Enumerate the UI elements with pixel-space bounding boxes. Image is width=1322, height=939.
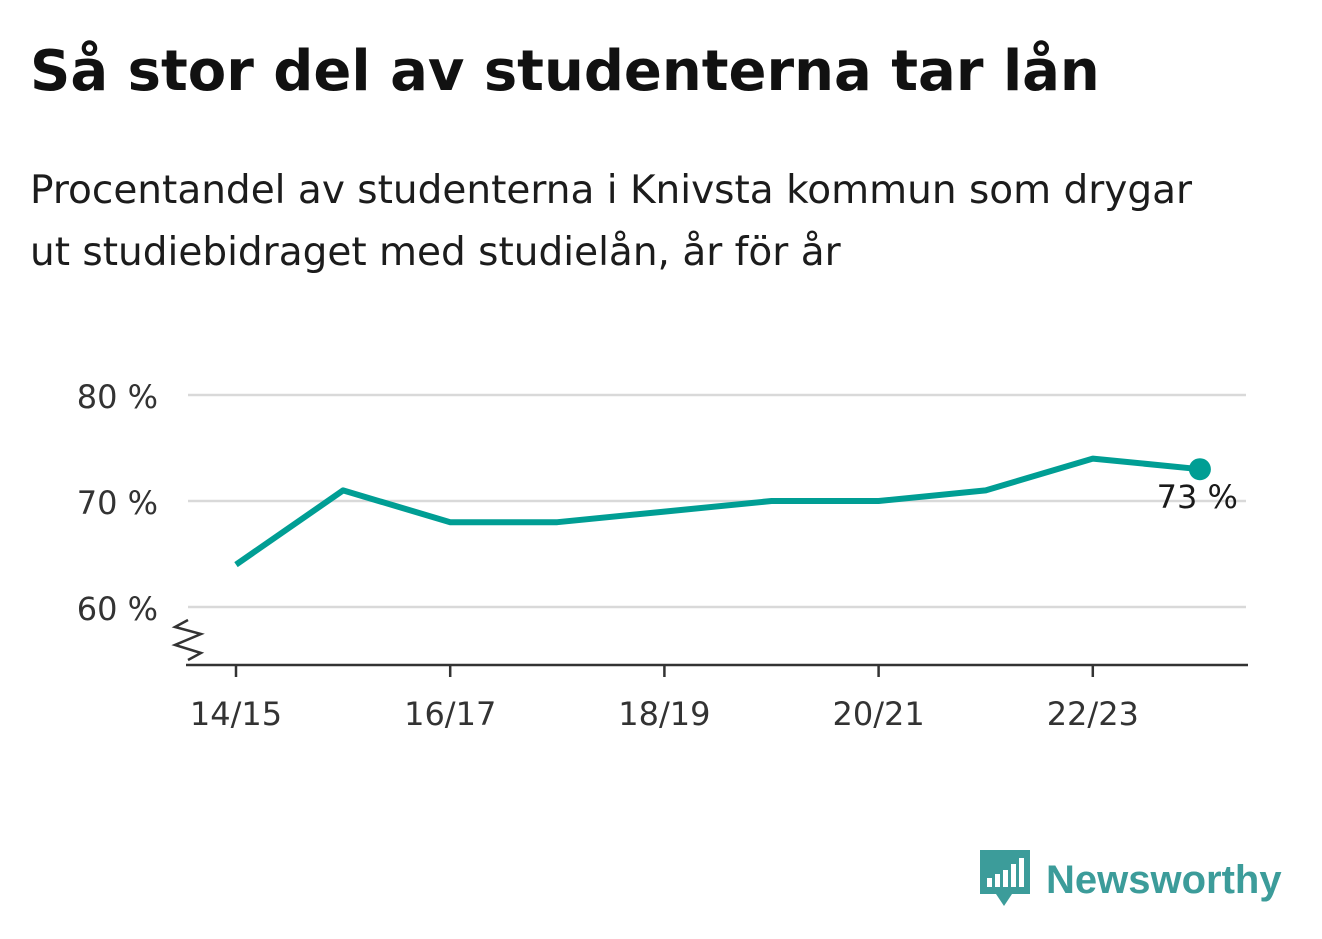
bar-chart-speech-bubble-icon [980, 850, 1030, 906]
y-tick-label: 80 % [77, 378, 158, 416]
brand-name: Newsworthy [1046, 857, 1282, 902]
chart-subtitle: Procentandel av studenterna i Knivsta ko… [30, 168, 1193, 275]
x-tick-label: 22/23 [1047, 695, 1139, 733]
x-tick-label: 14/15 [190, 695, 282, 733]
y-tick-label: 60 % [77, 590, 158, 628]
y-axis-break-icon [171, 618, 205, 662]
x-tick-label: 20/21 [832, 695, 924, 733]
x-tick-label: 16/17 [404, 695, 496, 733]
x-tick-label: 18/19 [618, 695, 710, 733]
series-line [234, 455, 1201, 568]
end-point-marker [1188, 458, 1211, 481]
chart-title: Så stor del av studenterna tar lån [30, 39, 1100, 104]
y-tick-label: 70 % [77, 484, 158, 522]
newsworthy-logo: Newsworthy [980, 850, 1282, 910]
end-value-label: 73 % [1157, 478, 1238, 516]
